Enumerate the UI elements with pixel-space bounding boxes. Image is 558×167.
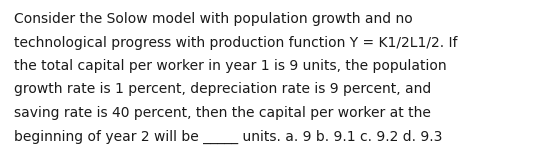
- Text: beginning of year 2 will be _____ units. a. 9 b. 9.1 c. 9.2 d. 9.3: beginning of year 2 will be _____ units.…: [14, 129, 442, 144]
- Text: growth rate is 1 percent, depreciation rate is 9 percent, and: growth rate is 1 percent, depreciation r…: [14, 82, 431, 97]
- Text: technological progress with production function Y = K1/2L1/2. If: technological progress with production f…: [14, 36, 458, 49]
- Text: the total capital per worker in year 1 is 9 units, the population: the total capital per worker in year 1 i…: [14, 59, 446, 73]
- Text: Consider the Solow model with population growth and no: Consider the Solow model with population…: [14, 12, 413, 26]
- Text: saving rate is 40 percent, then the capital per worker at the: saving rate is 40 percent, then the capi…: [14, 106, 431, 120]
